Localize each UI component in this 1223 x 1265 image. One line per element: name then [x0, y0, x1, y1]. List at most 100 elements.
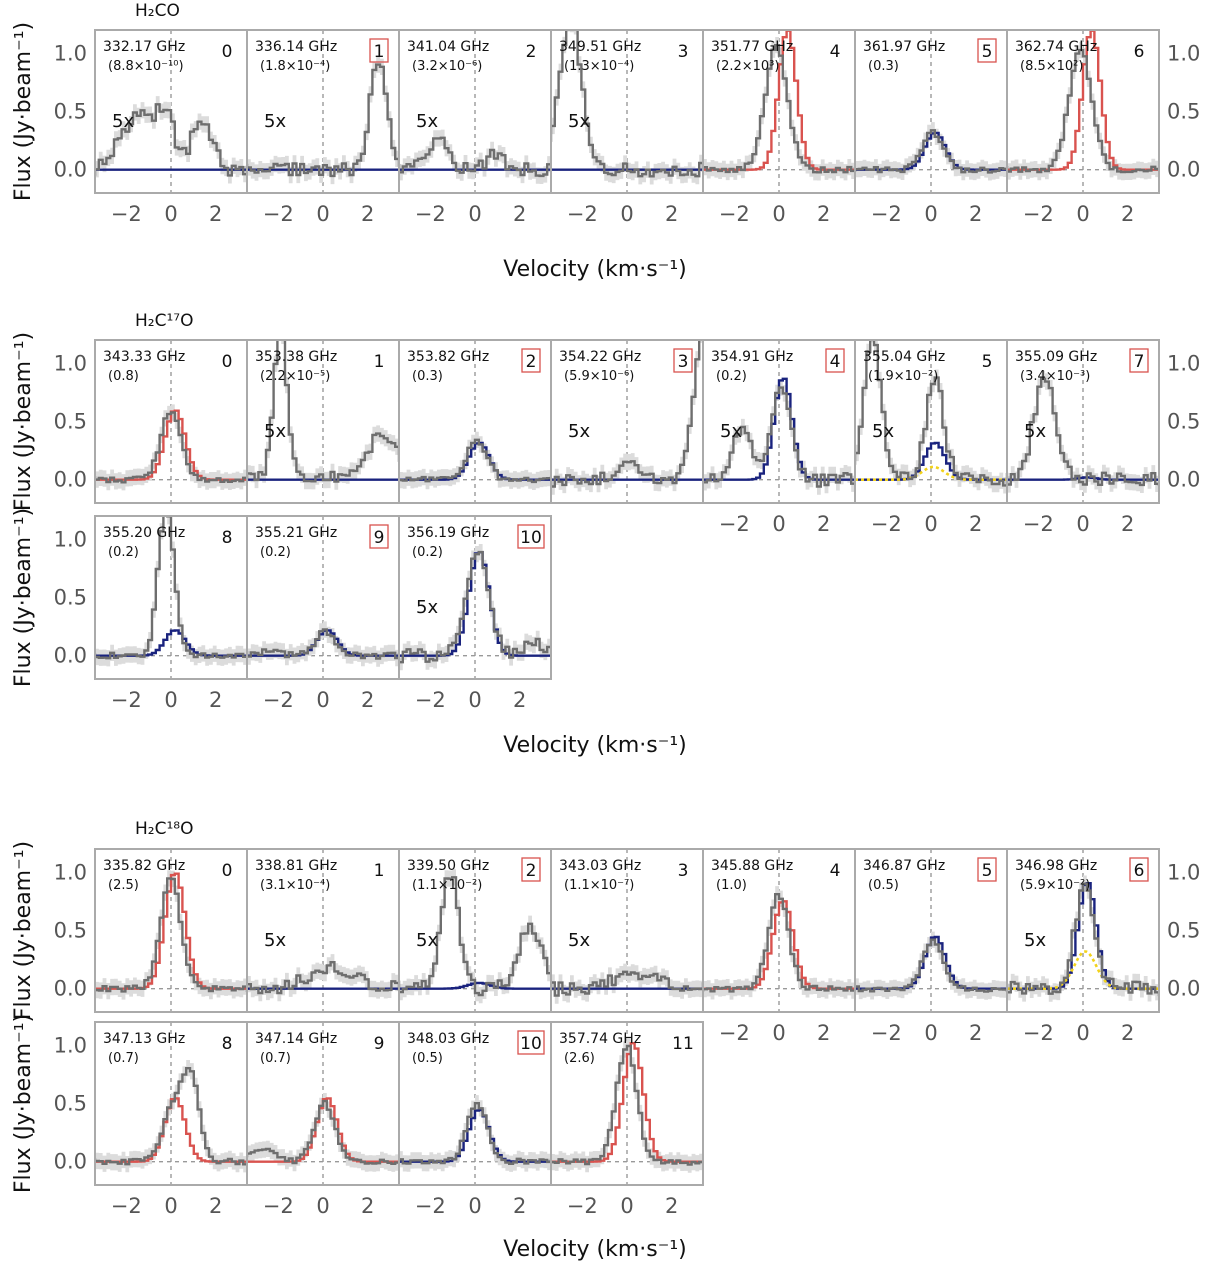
- y-tick-label: 0.0: [54, 977, 87, 1001]
- transition-index: 5: [982, 42, 993, 62]
- frequency-label: 355.21 GHz: [255, 525, 337, 541]
- abundance-label: (0.8): [108, 369, 139, 384]
- x-tick-label: −2: [567, 1194, 598, 1218]
- spectrum-panel: 354.91 GHz(0.2)45x−2 0 2: [699, 340, 862, 536]
- x-tick-label: −2: [1023, 1021, 1054, 1045]
- transition-index: 2: [526, 861, 537, 881]
- frequency-label: 341.04 GHz: [407, 39, 489, 55]
- y-tick-label: 0.0: [1167, 468, 1200, 492]
- transition-index: 7: [1134, 352, 1145, 372]
- y-axis-label: Flux (Jy·beam⁻¹): [11, 1014, 36, 1193]
- spectrum-panel: 351.77 GHz (2.2×10³) 4 −2 0 2: [699, 30, 862, 226]
- x-tick-label: 2: [1121, 202, 1134, 226]
- frequency-label: 339.50 GHz: [407, 858, 489, 874]
- noise-band: [395, 130, 558, 185]
- x-tick-label: 0: [924, 1021, 937, 1045]
- abundance-label: (2.2×10³): [716, 59, 779, 74]
- abundance-label: (0.2): [716, 369, 747, 384]
- x-tick-label: 0: [468, 1194, 481, 1218]
- spectrum-panel: 339.50 GHz(1.1×10⁻²)25x: [395, 849, 558, 1012]
- frequency-label: 361.97 GHz: [863, 39, 945, 55]
- x-tick-label: 0: [468, 202, 481, 226]
- y-tick-label: 1.0: [1167, 41, 1200, 65]
- spectrum-panel: 347.14 GHz(0.7)9−2 0 2: [243, 1022, 406, 1218]
- spectrum-panel: 357.74 GHz(2.6)11−2 0 2: [547, 1022, 710, 1218]
- scale-factor-label: 5x: [416, 930, 438, 951]
- x-tick-label: 0: [924, 512, 937, 536]
- y-tick-label: 1.0: [54, 351, 87, 375]
- x-tick-label: 0: [1076, 202, 1089, 226]
- x-tick-label: 0: [316, 688, 329, 712]
- transition-index: 4: [830, 861, 841, 881]
- observed-spectrum: [91, 878, 251, 991]
- frequency-label: 362.74 GHz: [1015, 39, 1097, 55]
- model-red-line: [95, 411, 251, 480]
- frequency-label: 345.88 GHz: [711, 858, 793, 874]
- frequency-label: 347.14 GHz: [255, 1031, 337, 1047]
- y-tick-label: 1.0: [1167, 860, 1200, 884]
- scale-factor-label: 5x: [416, 597, 438, 618]
- x-tick-label: −2: [719, 512, 750, 536]
- transition-index: 4: [830, 42, 841, 62]
- y-tick-label: 1.0: [1167, 351, 1200, 375]
- scale-factor-label: 5x: [720, 421, 742, 442]
- x-tick-label: −2: [871, 512, 902, 536]
- transition-index: 1: [374, 352, 385, 372]
- frequency-label: 343.33 GHz: [103, 349, 185, 365]
- abundance-label: (0.7): [260, 1051, 291, 1066]
- spectrum-panel: 341.04 GHz(3.2×10⁻⁶)25x−2 0 2: [395, 30, 558, 226]
- x-axis-label: Velocity (km·s⁻¹): [503, 257, 687, 282]
- abundance-label: (5.9×10⁻⁶): [564, 369, 634, 384]
- transition-index: 6: [1134, 42, 1145, 62]
- abundance-label: (1.3×10⁻⁴): [564, 59, 634, 74]
- frequency-label: 355.20 GHz: [103, 525, 185, 541]
- transition-index: 4: [830, 352, 841, 372]
- frequency-label: 338.81 GHz: [255, 858, 337, 874]
- x-tick-label: −2: [111, 688, 142, 712]
- x-tick-label: 0: [772, 202, 785, 226]
- x-tick-label: 2: [513, 688, 526, 712]
- x-tick-label: 2: [1121, 512, 1134, 536]
- spectrum-panel: 335.82 GHz(2.5)00.00.51.0: [54, 849, 255, 1012]
- spectrum-panel: 346.87 GHz(0.5)5−2 0 2: [851, 849, 1014, 1045]
- x-tick-label: 0: [1076, 1021, 1089, 1045]
- x-axis-label: Velocity (km·s⁻¹): [503, 733, 687, 758]
- abundance-label: (8.8×10⁻¹⁰): [108, 59, 184, 74]
- abundance-label: (0.5): [868, 878, 899, 893]
- x-tick-label: 2: [665, 202, 678, 226]
- x-tick-label: −2: [871, 1021, 902, 1045]
- spectrum-panel: 355.20 GHz(0.2)80.00.51.0−2 0 2: [54, 510, 255, 712]
- y-tick-label: 0.0: [1167, 977, 1200, 1001]
- y-tick-label: 0.0: [54, 1150, 87, 1174]
- y-tick-label: 0.5: [1167, 100, 1200, 124]
- noise-band: [243, 621, 406, 666]
- transition-index: 10: [520, 1034, 542, 1054]
- y-tick-label: 0.0: [54, 468, 87, 492]
- frequency-label: 335.82 GHz: [103, 858, 185, 874]
- x-tick-label: −2: [415, 202, 446, 226]
- spectrum-panel: 332.17 GHz(8.8×10⁻¹⁰)05x0.00.51.0−2 0 2: [54, 30, 255, 226]
- x-tick-label: 0: [468, 688, 481, 712]
- x-tick-label: 0: [164, 688, 177, 712]
- abundance-label: (1.1×10⁻⁷): [564, 878, 634, 893]
- transition-index: 1: [374, 861, 385, 881]
- x-tick-label: 0: [1076, 512, 1089, 536]
- x-tick-label: −2: [719, 1021, 750, 1045]
- y-tick-label: 0.0: [1167, 158, 1200, 182]
- spectrum-panel: 336.14 GHz(1.8×10⁻⁴)15x−2 0 2: [243, 30, 406, 226]
- spectrum-panel: 355.21 GHz (0.2) 9 −2 0 2: [243, 516, 406, 712]
- transition-index: 11: [672, 1034, 694, 1054]
- abundance-label: (8.5×10²): [1020, 59, 1083, 74]
- x-tick-label: 2: [361, 688, 374, 712]
- x-tick-label: 2: [817, 202, 830, 226]
- y-tick-label: 0.5: [54, 586, 87, 610]
- abundance-label: (0.2): [412, 545, 443, 560]
- spectrum-panel: 361.97 GHz (0.3) 5 −2 0 2: [851, 30, 1014, 226]
- model-red-line: [703, 901, 859, 988]
- spectrum-panel: 343.33 GHz(0.8)00.00.51.0: [54, 340, 255, 503]
- x-tick-label: −2: [1023, 512, 1054, 536]
- transition-index: 5: [982, 352, 993, 372]
- transition-index: 9: [374, 528, 385, 548]
- y-tick-label: 1.0: [54, 860, 87, 884]
- noise-band: [91, 1060, 254, 1172]
